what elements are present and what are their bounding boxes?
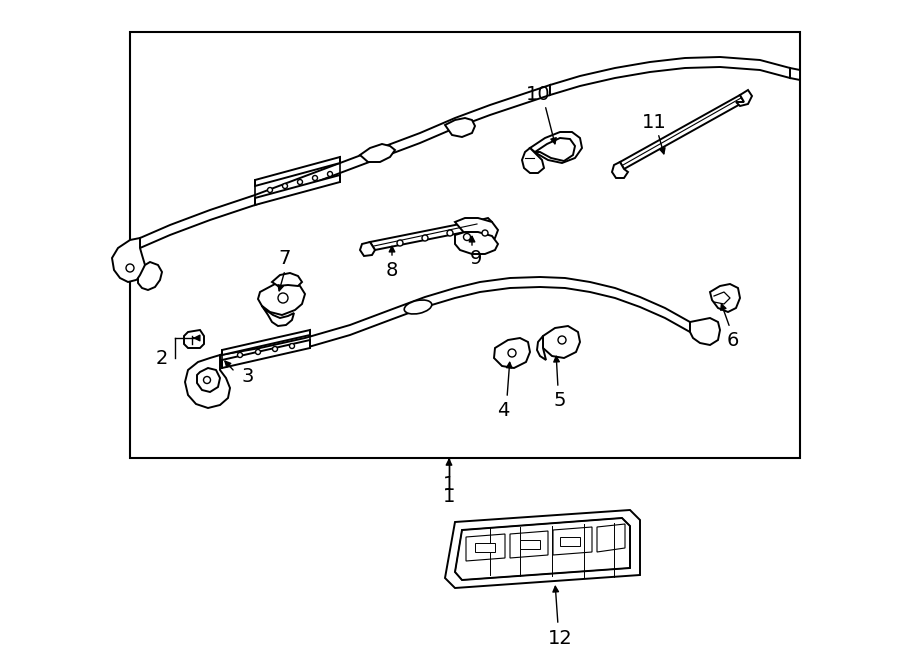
Circle shape [422,235,428,241]
Polygon shape [360,242,375,256]
Text: 9: 9 [470,249,482,268]
Circle shape [256,350,260,354]
Polygon shape [710,284,740,312]
Polygon shape [537,336,546,360]
Text: 12: 12 [547,629,572,648]
Polygon shape [445,118,475,137]
Polygon shape [736,90,752,106]
Polygon shape [360,144,395,162]
Ellipse shape [404,300,432,314]
Polygon shape [543,326,580,358]
Polygon shape [222,340,310,368]
Circle shape [328,171,332,176]
Circle shape [283,184,287,188]
Circle shape [238,352,242,358]
Bar [475,543,495,552]
Bar [520,540,540,549]
Polygon shape [550,57,790,95]
Polygon shape [255,175,340,205]
Circle shape [267,188,273,192]
Polygon shape [494,338,530,368]
Polygon shape [597,524,625,552]
Polygon shape [262,306,294,326]
Circle shape [290,344,294,348]
Bar [130,32,800,458]
Polygon shape [220,277,690,365]
Polygon shape [185,355,230,408]
Text: 11: 11 [642,112,666,132]
Text: 7: 7 [279,249,292,268]
Polygon shape [620,95,744,169]
Polygon shape [255,157,340,186]
Polygon shape [222,330,310,355]
Polygon shape [455,518,630,580]
Polygon shape [612,162,628,178]
Text: 6: 6 [727,330,739,350]
Polygon shape [466,534,505,561]
Polygon shape [197,368,220,392]
Circle shape [508,349,516,357]
Polygon shape [510,531,548,558]
Polygon shape [535,138,575,161]
Circle shape [482,230,488,236]
Circle shape [126,264,134,272]
Polygon shape [258,282,305,315]
Polygon shape [445,510,640,588]
Polygon shape [455,232,498,254]
Polygon shape [790,68,800,80]
Circle shape [558,336,566,344]
Polygon shape [480,218,492,232]
Polygon shape [553,527,592,555]
Text: 5: 5 [554,391,566,410]
Circle shape [203,377,211,383]
Text: 10: 10 [526,85,550,104]
Polygon shape [112,238,145,282]
Polygon shape [272,273,302,286]
Polygon shape [370,220,485,250]
Polygon shape [138,262,162,290]
Circle shape [447,230,453,236]
Text: 1: 1 [443,475,455,494]
Text: 4: 4 [497,401,509,420]
Polygon shape [690,318,720,345]
Text: 8: 8 [386,260,398,280]
Text: 2: 2 [156,348,168,368]
Circle shape [464,233,471,241]
Bar [560,537,580,546]
Text: 3: 3 [242,368,254,387]
Circle shape [298,180,302,184]
Circle shape [397,240,403,246]
Polygon shape [455,218,498,242]
Polygon shape [530,132,582,163]
Circle shape [273,346,277,352]
Circle shape [278,293,288,303]
Circle shape [312,176,318,180]
Text: 1: 1 [443,487,455,506]
Polygon shape [522,148,544,173]
Polygon shape [140,85,550,248]
Polygon shape [184,330,204,348]
